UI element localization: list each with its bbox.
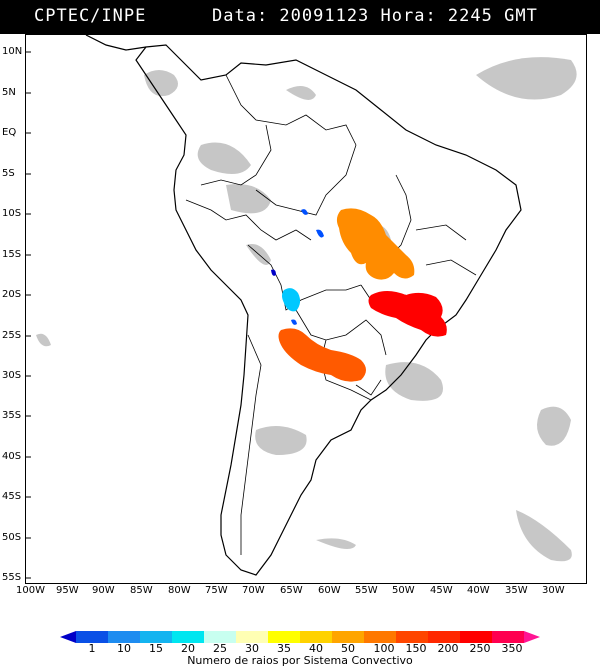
system-bolivia-north [316, 229, 324, 238]
header-source-label: CPTEC/INPE [34, 6, 147, 26]
lon-label-45w: 45W [430, 585, 453, 596]
colorbar-label-1: 1 [88, 642, 96, 655]
system-paraguay-argentina [278, 328, 366, 382]
lat-label-50s: 50S [2, 532, 22, 543]
colorbar-seg-8 [300, 631, 332, 643]
colorbar-label-100: 100 [373, 642, 395, 655]
lat-label-5s: 5S [2, 168, 15, 179]
lon-label-50w: 50W [392, 585, 415, 596]
colorbar-label-35: 35 [277, 642, 291, 655]
system-bolivia-center [301, 209, 308, 215]
lat-label-30s: 30S [2, 370, 22, 381]
lat-label-10n: 10N [2, 46, 23, 57]
colorbar-seg-4 [172, 631, 204, 643]
lat-label-15s: 15S [2, 249, 22, 260]
lon-label-75w: 75W [205, 585, 228, 596]
colorbar-seg-5 [204, 631, 236, 643]
lat-label-55s: 55S [2, 572, 22, 583]
colorbar-title: Numero de raios por Sistema Convectivo [187, 654, 413, 667]
map-frame [25, 34, 587, 584]
lon-label-80w: 80W [168, 585, 191, 596]
lon-label-85w: 85W [130, 585, 153, 596]
lat-label-45s: 45S [2, 491, 22, 502]
colorbar-svg [60, 631, 540, 643]
lon-label-90w: 90W [92, 585, 115, 596]
colorbar-seg-6 [236, 631, 268, 643]
system-bolivia-south [282, 288, 301, 312]
system-bolivia-west [271, 269, 276, 276]
system-mato-grosso-goias [336, 208, 415, 280]
colorbar-label-20: 20 [181, 642, 195, 655]
colorbar-label-50: 50 [341, 642, 355, 655]
lat-label-20s: 20S [2, 289, 22, 300]
colorbar-label-250: 250 [469, 642, 491, 655]
lat-label-40s: 40S [2, 451, 22, 462]
map-header: CPTEC/INPE Data: 20091123 Hora: 2245 GMT [0, 0, 600, 34]
lat-label-35s: 35S [2, 410, 22, 421]
lat-label-25s: 25S [2, 330, 22, 341]
colorbar-label-350: 350 [501, 642, 523, 655]
lon-label-55w: 55W [355, 585, 378, 596]
lon-label-30w: 30W [542, 585, 565, 596]
colorbar-arrow-right [524, 631, 540, 643]
colorbar-seg-7 [268, 631, 300, 643]
colorbar-label-15: 15 [149, 642, 163, 655]
colorbar-label-25: 25 [213, 642, 227, 655]
header-datetime-label: Data: 20091123 Hora: 2245 GMT [212, 6, 538, 26]
colorbar-seg-10 [364, 631, 396, 643]
map-svg [26, 35, 577, 579]
colorbar-seg-11 [396, 631, 428, 643]
colorbar-seg-12 [428, 631, 460, 643]
lon-label-70w: 70W [242, 585, 265, 596]
system-sao-paulo-minas [368, 291, 447, 337]
lon-label-40w: 40W [467, 585, 490, 596]
colorbar-seg-2 [108, 631, 140, 643]
country-borders [185, 74, 477, 555]
colorbar-arrow-left [60, 631, 76, 643]
colorbar [60, 628, 540, 643]
lat-label-eq: EQ [2, 127, 17, 138]
lat-label-10s: 10S [2, 208, 22, 219]
lon-label-60w: 60W [318, 585, 341, 596]
colorbar-label-150: 150 [405, 642, 427, 655]
lon-label-35w: 35W [505, 585, 528, 596]
lon-label-100w: 100W [16, 585, 45, 596]
lon-label-65w: 65W [280, 585, 303, 596]
colorbar-label-40: 40 [309, 642, 323, 655]
system-paraguay-north [291, 319, 297, 325]
colorbar-label-200: 200 [437, 642, 459, 655]
colorbar-seg-3 [140, 631, 172, 643]
colorbar-seg-9 [332, 631, 364, 643]
lat-label-5n: 5N [2, 87, 16, 98]
coastline [85, 35, 522, 576]
colorbar-seg-14 [492, 631, 524, 643]
convective-systems [271, 208, 447, 382]
colorbar-label-30: 30 [245, 642, 259, 655]
colorbar-label-10: 10 [117, 642, 131, 655]
lon-label-95w: 95W [56, 585, 79, 596]
colorbar-seg-1 [76, 631, 108, 643]
cloud-cover [36, 57, 577, 562]
map-ticks [26, 51, 31, 579]
colorbar-seg-13 [460, 631, 492, 643]
